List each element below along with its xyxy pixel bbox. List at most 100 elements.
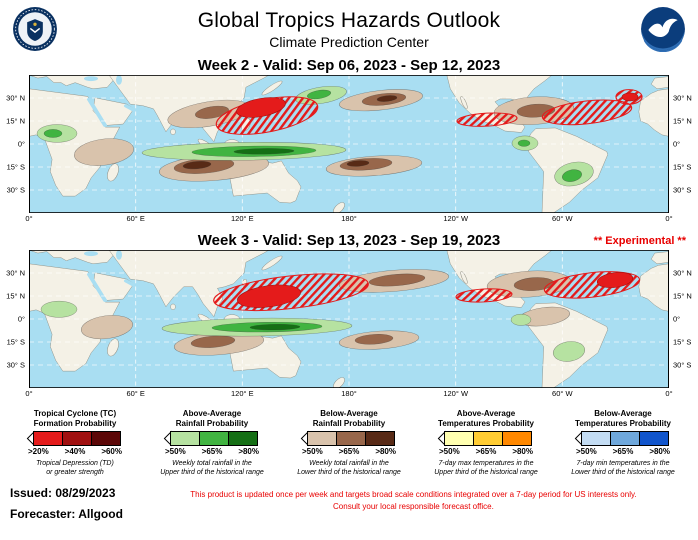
sea-channel — [124, 279, 137, 288]
inland-sea — [84, 76, 98, 82]
hazard-region-rb2 — [368, 273, 426, 287]
legend-title-line: Below-Average — [320, 409, 378, 418]
legend-description: Weekly total rainfall in the Upper third… — [145, 459, 279, 477]
colorbar-swatch — [473, 431, 503, 447]
lat-tick-label: 30° S — [673, 360, 692, 370]
week3-lon-axis: 0° 60° E 120° E 180° 120° W 60° W 0° — [25, 388, 672, 399]
lat-tick-label: 30° N — [673, 93, 692, 103]
week3-map-section: Week 3 - Valid: Sep 13, 2023 - Sep 19, 2… — [0, 231, 698, 399]
colorbar-swatch — [91, 431, 121, 447]
island — [107, 163, 119, 182]
disclaimer-text: This product is updated once per week an… — [139, 487, 688, 512]
lat-tick-label: 15° N — [673, 116, 692, 126]
lon-tick-label: 0° — [25, 214, 33, 223]
lon-tick-label: 60° E — [126, 389, 145, 398]
footer: Issued: 08/29/2023 Forecaster: Allgood T… — [0, 487, 698, 527]
continent — [92, 272, 135, 301]
lat-tick-label: 0° — [673, 314, 681, 324]
lat-tick-label: 0° — [17, 314, 25, 324]
lat-tick-label: 30° S — [6, 360, 25, 370]
legend-desc-line: or greater strength — [46, 469, 104, 477]
lon-tick-label: 60° E — [126, 214, 145, 223]
legend-desc-line: Upper third of the historical range — [160, 469, 264, 477]
legend-thresholds: >50% >65% >80% — [302, 447, 396, 456]
island — [170, 303, 176, 310]
legend-colorbar — [556, 430, 690, 447]
lat-tick-label: 15° N — [6, 116, 25, 126]
legend-description: Weekly total rainfall in the Lower third… — [282, 459, 416, 477]
lon-tick-label: 60° W — [552, 389, 573, 398]
hazard-region-tcs — [237, 284, 301, 308]
island — [460, 271, 468, 284]
threshold-label: >50% — [439, 447, 460, 457]
colorbar-swatch — [610, 431, 640, 447]
lat-tick-label: 0° — [673, 139, 681, 149]
island — [107, 338, 119, 357]
threshold-label: >80% — [238, 447, 259, 457]
lat-tick-label: 30° S — [6, 185, 25, 195]
colorbar-swatch — [581, 431, 611, 447]
island — [460, 96, 468, 109]
legend-title: Below-Average Temperatures Probability — [556, 409, 690, 428]
legend-title-line: Temperatures Probability — [438, 418, 534, 428]
threshold-label: >65% — [338, 447, 360, 457]
hazard-region-rb2 — [354, 334, 394, 345]
week2-map-wrap: 30° N 15° N 0° 15° S 30° S 30° N 15° N 0° 15° S… — [0, 75, 698, 213]
continent — [108, 250, 270, 318]
map-border — [29, 75, 669, 213]
legend-colorbar — [282, 430, 416, 447]
hazard-region-ra1 — [510, 313, 532, 326]
lon-tick-label: 120° W — [443, 214, 469, 223]
island — [333, 377, 345, 388]
hazard-region-rb1 — [81, 315, 133, 340]
week3-lat-axis-right: 30° N 15° N 0° 15° S 30° S — [669, 250, 698, 388]
inland-sea — [116, 250, 122, 260]
threshold-label: >65% — [201, 447, 223, 457]
island — [261, 80, 283, 96]
island — [261, 255, 283, 271]
colorbar-swatch — [365, 431, 395, 447]
week2-lat-axis-right: 30° N 15° N 0° 15° S 30° S — [669, 75, 698, 213]
legend-title-line: Above-Average — [456, 409, 516, 418]
legend-group-tc-formation: Tropical Cyclone (TC) Formation Probabil… — [8, 409, 142, 477]
threshold-label: >50% — [576, 447, 597, 457]
threshold-label: >40% — [64, 447, 86, 457]
continent — [92, 97, 135, 126]
lat-tick-label: 15° S — [673, 337, 692, 347]
legend-desc-line: Lower third of the historical range — [571, 469, 675, 477]
lat-tick-label: 15° N — [6, 291, 25, 301]
page-subtitle: Climate Prediction Center — [269, 33, 429, 50]
threshold-label: >80% — [512, 447, 533, 457]
threshold-label: >60% — [101, 447, 122, 457]
week2-lat-axis-left: 30° N 15° N 0° 15° S 30° S — [0, 75, 29, 213]
legend-group-rainfall-above: Above-Average Rainfall Probability >50% … — [145, 409, 279, 477]
colorbar-swatch — [33, 431, 63, 447]
island — [333, 202, 345, 213]
hazard-region-ra2 — [306, 89, 332, 100]
island — [170, 128, 176, 135]
lat-tick-label: 15° S — [673, 162, 692, 172]
hazard-region-rb3 — [182, 161, 212, 170]
continent — [650, 76, 669, 90]
legend-thresholds: >50% >65% >80% — [439, 447, 533, 456]
week3-world-map — [29, 250, 669, 388]
legend-desc-line: Weekly total rainfall in the — [172, 460, 252, 468]
legend-title: Above-Average Rainfall Probability — [145, 409, 279, 428]
week3-lat-axis-left: 30° N 15° N 0° 15° S 30° S — [0, 250, 29, 388]
inland-sea — [84, 251, 98, 257]
hazard-region-ra1 — [552, 341, 586, 362]
week2-map-section: Week 2 - Valid: Sep 06, 2023 - Sep 12, 2… — [0, 56, 698, 224]
noaa-logo-icon — [640, 6, 686, 53]
hazard-region-ra3 — [233, 148, 295, 155]
colorbar-swatch — [228, 431, 258, 447]
lat-tick-label: 15° S — [6, 162, 25, 172]
legend-thresholds: >50% >65% >80% — [165, 447, 259, 456]
lat-tick-label: 15° N — [673, 291, 692, 301]
page-title: Global Tropics Hazards Outlook — [197, 8, 501, 32]
map-border — [29, 250, 669, 388]
legend-desc-line: Upper third of the historical range — [434, 469, 538, 477]
lon-tick-label: 180° — [341, 389, 357, 398]
hazard-region-rb2 — [195, 105, 229, 119]
lat-tick-label: 30° S — [673, 185, 692, 195]
sea-channel — [124, 104, 137, 113]
